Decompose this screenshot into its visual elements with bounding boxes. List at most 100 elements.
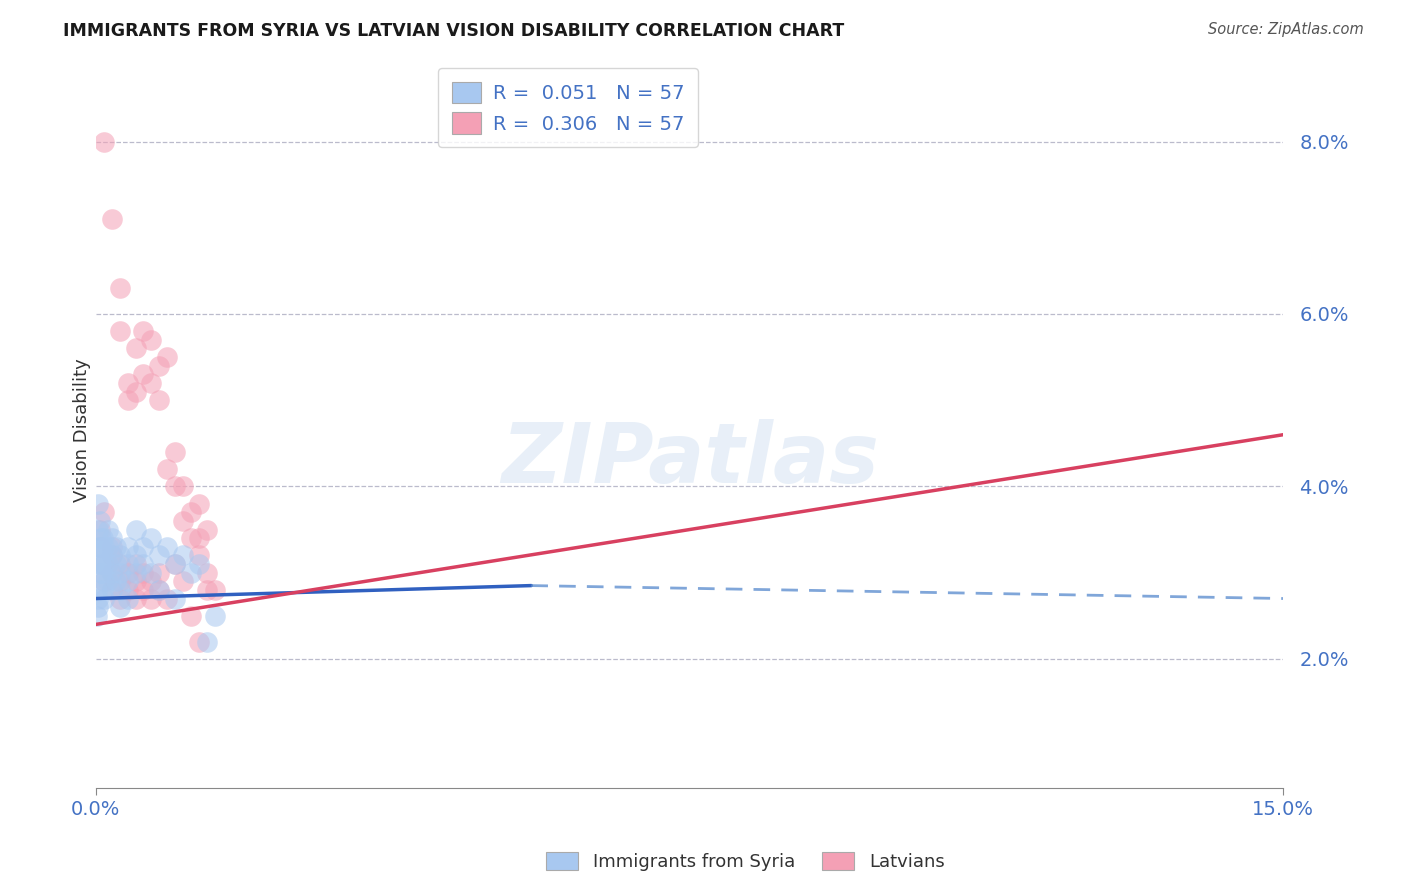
Point	[180, 505, 202, 519]
Point	[148, 582, 170, 597]
Point	[132, 324, 155, 338]
Point	[165, 557, 187, 571]
Point	[100, 212, 122, 227]
Point	[89, 540, 111, 554]
Point	[86, 600, 108, 615]
Point	[100, 531, 122, 545]
Point	[108, 324, 131, 338]
Text: Source: ZipAtlas.com: Source: ZipAtlas.com	[1208, 22, 1364, 37]
Point	[165, 557, 187, 571]
Point	[100, 540, 122, 554]
Point	[132, 566, 155, 580]
Point	[180, 531, 202, 545]
Point	[141, 333, 163, 347]
Point	[195, 566, 218, 580]
Point	[104, 557, 127, 571]
Point	[93, 591, 115, 606]
Point	[124, 574, 146, 589]
Point	[117, 566, 139, 580]
Point	[148, 582, 170, 597]
Point	[90, 531, 112, 545]
Point	[91, 582, 114, 597]
Point	[187, 557, 209, 571]
Point	[195, 523, 218, 537]
Point	[93, 557, 115, 571]
Point	[132, 582, 155, 597]
Point	[156, 462, 179, 476]
Point	[148, 549, 170, 563]
Y-axis label: Vision Disability: Vision Disability	[73, 359, 91, 502]
Point	[93, 574, 115, 589]
Point	[93, 135, 115, 149]
Point	[87, 523, 110, 537]
Point	[195, 582, 218, 597]
Point	[172, 549, 194, 563]
Point	[180, 608, 202, 623]
Point	[86, 497, 108, 511]
Point	[89, 557, 111, 571]
Point	[172, 479, 194, 493]
Point	[100, 549, 122, 563]
Point	[104, 540, 127, 554]
Point	[141, 574, 163, 589]
Point	[117, 393, 139, 408]
Point	[124, 342, 146, 356]
Point	[204, 608, 226, 623]
Point	[132, 557, 155, 571]
Point	[172, 514, 194, 528]
Point	[86, 608, 108, 623]
Point	[117, 557, 139, 571]
Point	[117, 376, 139, 390]
Point	[86, 582, 108, 597]
Point	[124, 557, 146, 571]
Point	[124, 549, 146, 563]
Point	[117, 574, 139, 589]
Point	[124, 384, 146, 399]
Point	[100, 566, 122, 580]
Point	[90, 540, 112, 554]
Point	[117, 582, 139, 597]
Point	[100, 582, 122, 597]
Point	[97, 523, 120, 537]
Point	[141, 531, 163, 545]
Point	[124, 591, 146, 606]
Point	[141, 566, 163, 580]
Point	[108, 574, 131, 589]
Point	[93, 557, 115, 571]
Point	[93, 505, 115, 519]
Point	[117, 591, 139, 606]
Point	[124, 566, 146, 580]
Point	[108, 582, 131, 597]
Point	[132, 368, 155, 382]
Point	[91, 549, 114, 563]
Legend: Immigrants from Syria, Latvians: Immigrants from Syria, Latvians	[538, 845, 952, 879]
Point	[91, 531, 114, 545]
Point	[89, 514, 111, 528]
Point	[87, 540, 110, 554]
Point	[89, 523, 111, 537]
Point	[156, 591, 179, 606]
Point	[132, 540, 155, 554]
Point	[93, 540, 115, 554]
Text: ZIPatlas: ZIPatlas	[501, 418, 879, 500]
Point	[141, 591, 163, 606]
Point	[165, 591, 187, 606]
Point	[90, 566, 112, 580]
Point	[91, 566, 114, 580]
Legend: R =  0.051   N = 57, R =  0.306   N = 57: R = 0.051 N = 57, R = 0.306 N = 57	[439, 68, 697, 147]
Point	[108, 281, 131, 295]
Point	[148, 566, 170, 580]
Point	[187, 531, 209, 545]
Point	[104, 574, 127, 589]
Point	[97, 540, 120, 554]
Point	[93, 574, 115, 589]
Point	[90, 557, 112, 571]
Point	[141, 376, 163, 390]
Point	[204, 582, 226, 597]
Point	[187, 497, 209, 511]
Point	[195, 634, 218, 648]
Point	[165, 479, 187, 493]
Point	[180, 566, 202, 580]
Point	[100, 566, 122, 580]
Point	[117, 540, 139, 554]
